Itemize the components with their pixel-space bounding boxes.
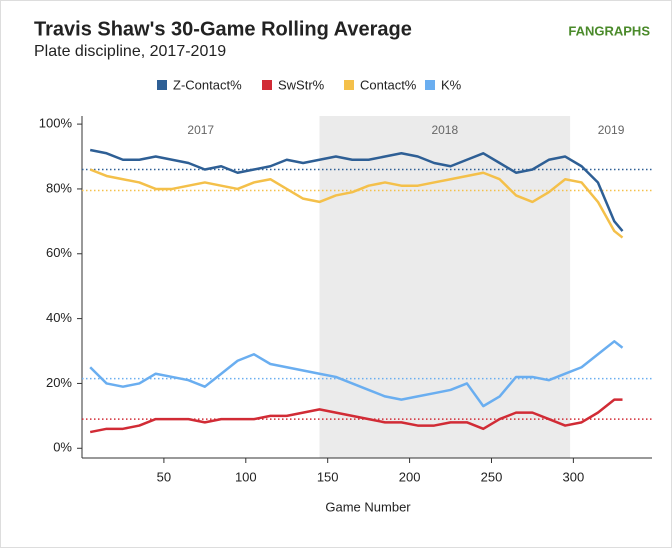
legend-label: Contact% [360,77,417,92]
season-shade [319,116,571,458]
season-label: 2019 [598,123,625,137]
x-tick-label: 250 [481,469,503,484]
legend-swatch [344,80,354,90]
legend-swatch [262,80,272,90]
season-label: 2018 [431,123,458,137]
legend-label: K% [441,77,462,92]
x-tick-label: 200 [399,469,421,484]
legend-swatch [157,80,167,90]
chart-title: Travis Shaw's 30-Game Rolling Average [34,18,412,40]
y-tick-label: 40% [46,310,72,325]
legend: Z-Contact% SwStr% Contact% K% [157,77,462,92]
x-axis-label: Game Number [325,499,411,514]
x-tick-label: 300 [563,469,585,484]
x-tick-label: 150 [317,469,339,484]
series-line [89,398,623,434]
source-logo: FANGRAPHS [568,23,650,38]
y-tick-label: 60% [46,245,72,260]
series-line [89,340,624,408]
y-tick-label: 100% [39,116,73,131]
legend-label: Z-Contact% [173,77,242,92]
series-line [89,148,624,232]
y-tick-label: 0% [53,440,72,455]
series-line [89,168,624,239]
x-tick-label: 100 [235,469,257,484]
chart-subtitle: Plate discipline, 2017-2019 [34,43,226,60]
y-tick-label: 20% [46,375,72,390]
legend-swatch [425,80,435,90]
season-label: 2017 [187,123,214,137]
y-tick-label: 80% [46,180,72,195]
x-tick-label: 50 [157,469,171,484]
legend-label: SwStr% [278,77,325,92]
